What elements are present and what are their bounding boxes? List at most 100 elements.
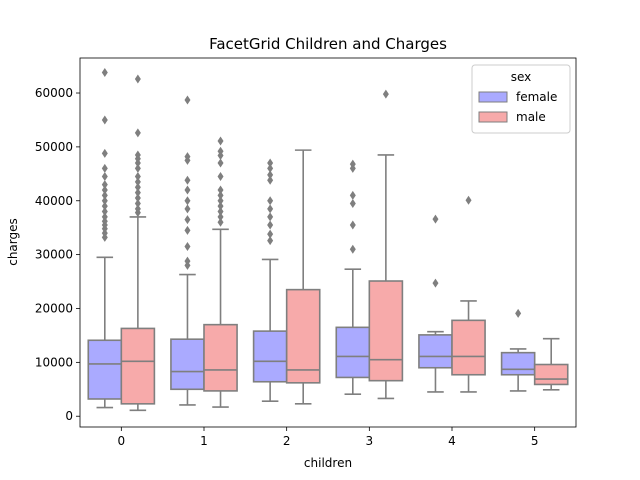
box-male-0 [120,74,156,412]
outlier-point [134,182,141,192]
legend-swatch-male [478,111,508,123]
legend: sex female male [471,64,571,134]
outlier-point [349,198,356,208]
outlier-point [134,188,141,198]
y-axis: 0 10000 20000 30000 40000 50000 60000 [35,86,80,423]
outlier-point [184,204,191,214]
box-body [120,327,156,405]
box-body [533,363,569,386]
box-body [418,334,453,369]
box-female-3 [335,159,371,395]
outlier-point [349,190,356,200]
outlier-point [184,152,191,162]
box-body [451,319,486,376]
outlier-point [184,256,191,266]
outlier-point [101,185,108,195]
plot-area [87,68,569,412]
box-body [285,288,321,384]
legend-label-male: male [516,110,546,124]
outlier-point [349,159,356,169]
outlier-point [267,170,274,180]
outlier-point [101,190,108,200]
outlier-point [432,214,439,224]
outlier-point [267,163,274,173]
x-axis: 0 1 2 3 4 5 [118,427,538,448]
outlier-point [267,204,274,214]
y-tick-label: 0 [65,409,73,423]
x-tick-label: 3 [366,434,374,448]
chart-title: FacetGrid Children and Charges [209,35,447,53]
outlier-point [217,207,224,217]
outlier-point [217,201,224,211]
outlier-point [267,212,274,222]
outlier-point [101,115,108,125]
outlier-point [267,220,274,230]
outlier-point [184,196,191,206]
box-male-3 [368,89,404,400]
outlier-point [267,196,274,206]
y-tick-label: 40000 [35,194,73,208]
outlier-point [267,158,274,168]
box-body [252,330,288,383]
outlier-point [184,215,191,225]
outlier-point [267,229,274,239]
axes-frame [79,57,577,428]
outlier-point [101,163,108,173]
outlier-point [101,172,108,182]
outlier-point [217,136,224,146]
x-tick-label: 4 [448,434,456,448]
box-male-1 [203,136,238,408]
box-body [335,326,371,379]
outlier-point [134,74,141,84]
outlier-point [134,150,141,160]
box-body [170,338,205,391]
outlier-point [217,158,224,168]
outlier-point [349,220,356,230]
outlier-point [101,180,108,190]
box-female-4 [418,214,453,393]
y-axis-label: charges [6,218,20,266]
outlier-point [217,172,224,182]
outlier-point [134,172,141,182]
outlier-point [101,207,108,217]
y-tick-label: 20000 [35,301,73,315]
y-tick-label: 30000 [35,248,73,262]
box-female-2 [252,158,288,402]
box-body [87,339,123,400]
outlier-point [267,236,274,246]
x-tick-label: 0 [118,434,126,448]
outlier-point [134,128,141,138]
outlier-point [134,163,141,173]
box-male-4 [451,195,486,393]
outlier-point [217,146,224,156]
outlier-point [134,198,141,208]
outlier-point [101,196,108,206]
outlier-point [217,196,224,206]
outlier-point [349,244,356,254]
outlier-point [515,308,522,318]
box-body [203,323,238,392]
outlier-point [267,175,274,185]
y-tick-label: 50000 [35,140,73,154]
outlier-point [184,225,191,235]
outlier-point [101,201,108,211]
outlier-point [184,95,191,105]
box-female-1 [170,95,205,406]
outlier-point [134,204,141,214]
outlier-point [432,278,439,288]
outlier-point [382,89,389,99]
outlier-point [217,212,224,222]
outlier-point [217,217,224,227]
legend-title: sex [511,70,532,84]
x-tick-label: 1 [200,434,208,448]
y-tick-label: 10000 [35,355,73,369]
outlier-point [101,68,108,78]
box-male-2 [285,149,321,405]
outlier-point [101,212,108,222]
outlier-point [465,195,472,205]
legend-label-female: female [516,90,557,104]
x-axis-label: children [304,456,352,470]
outlier-point [184,175,191,185]
outlier-point [134,193,141,203]
